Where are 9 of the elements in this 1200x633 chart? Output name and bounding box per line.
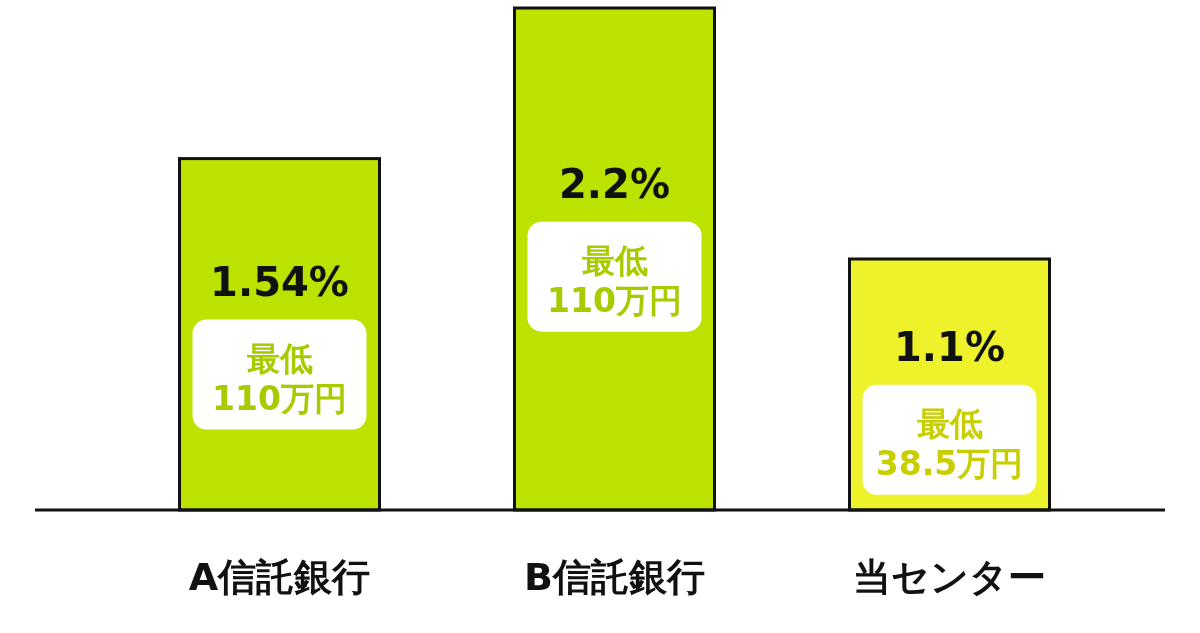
- annotation: 最低 110万円: [212, 338, 347, 418]
- x-tick-label: B信託銀行: [524, 555, 705, 599]
- x-tick-label: 当センター: [853, 555, 1046, 599]
- data-label: 1.1%: [894, 323, 1005, 370]
- data-label: 1.54%: [210, 258, 349, 305]
- annotation: 最低 110万円: [547, 240, 682, 320]
- data-label: 2.2%: [559, 160, 670, 207]
- x-tick-label: A信託銀行: [188, 555, 371, 599]
- annotation: 最低 38.5万円: [875, 403, 1024, 483]
